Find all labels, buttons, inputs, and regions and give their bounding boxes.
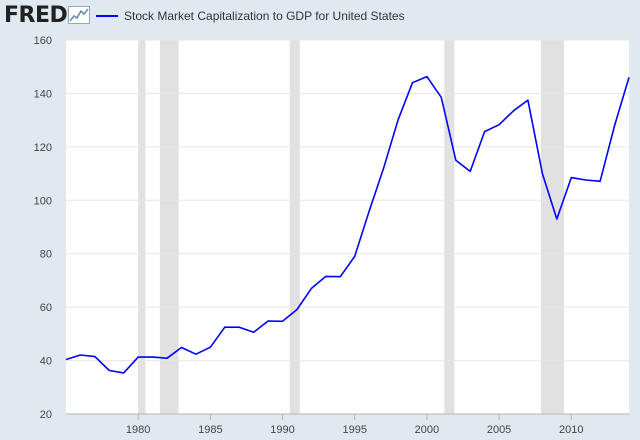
fred-logo: FRED bbox=[4, 3, 68, 28]
y-tick-label: 120 bbox=[34, 142, 52, 154]
chart-header: FRED Stock Market Capitalization to GDP … bbox=[0, 0, 640, 34]
x-tick-label: 1995 bbox=[342, 424, 366, 436]
y-tick-label: 60 bbox=[40, 302, 52, 314]
x-tick-label: 2005 bbox=[487, 424, 511, 436]
y-tick-label: 20 bbox=[40, 409, 52, 421]
recession-band bbox=[138, 40, 146, 414]
x-tick-label: 1985 bbox=[198, 424, 222, 436]
y-tick-label: 140 bbox=[34, 88, 52, 100]
x-tick-label: 2000 bbox=[415, 424, 439, 436]
y-tick-label: 40 bbox=[40, 356, 52, 368]
recession-band bbox=[289, 40, 300, 414]
recession-band bbox=[444, 40, 455, 414]
legend-swatch bbox=[96, 15, 118, 17]
line-chart-icon bbox=[68, 6, 90, 24]
y-tick-label: 100 bbox=[34, 195, 52, 207]
x-tick-label: 1990 bbox=[270, 424, 294, 436]
series-line bbox=[65, 75, 630, 374]
x-tick-label: 2010 bbox=[559, 424, 583, 436]
x-tick-label: 1980 bbox=[126, 424, 150, 436]
recession-band bbox=[159, 40, 179, 414]
recession-band bbox=[540, 40, 565, 414]
legend[interactable]: Stock Market Capitalization to GDP for U… bbox=[96, 9, 405, 23]
y-tick-label: 80 bbox=[40, 249, 52, 261]
legend-label: Stock Market Capitalization to GDP for U… bbox=[124, 9, 405, 23]
y-tick-label: 160 bbox=[34, 35, 52, 47]
